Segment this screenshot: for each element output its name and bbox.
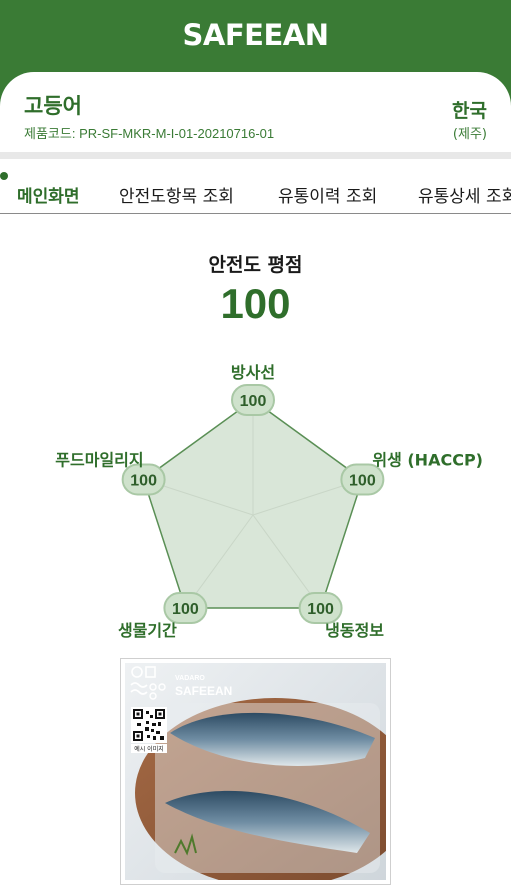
product-photo: VADARO SAFEEAN 예시 이미지 (125, 663, 386, 880)
product-code: 제품코드: PR-SF-MKR-M-I-01-20210716-01 (24, 126, 275, 141)
radar-value-label: 100 (307, 601, 334, 618)
active-tab-dot-icon (0, 172, 8, 180)
radar-axis-label: 푸드마일리지 (55, 450, 143, 469)
radar-value-label: 100 (130, 472, 157, 489)
radar-value-badge (231, 384, 275, 416)
radar-spoke (252, 514, 321, 609)
tab-bar: 메인화면 안전도항목 조회 유통이력 조회 유통상세 조회 (0, 168, 511, 214)
radar-spoke (185, 514, 254, 609)
radar-axis-label: 방사선 (231, 363, 275, 382)
mackerel-photo-illustration (135, 698, 386, 880)
photo-logo-small: VADARO (175, 675, 205, 682)
origin-country: 한국 (452, 100, 487, 122)
photo-logo-brand: SAFEEAN (175, 684, 233, 698)
brand-mark-icon (129, 665, 173, 705)
tab-distribution-history[interactable]: 유통이력 조회 (278, 187, 378, 207)
qr-caption: 예시 이미지 (131, 744, 167, 753)
radar-value-label: 100 (349, 472, 376, 489)
radar-axis-label: 냉동정보 (325, 621, 384, 640)
radar-value-badge (121, 463, 166, 496)
radar-axis-label: 생물기간 (118, 621, 177, 640)
tab-main[interactable]: 메인화면 (17, 187, 80, 207)
product-photo-frame: VADARO SAFEEAN 예시 이미지 (120, 658, 391, 885)
product-card (0, 72, 511, 158)
tab-distribution-detail[interactable]: 유통상세 조회 (418, 187, 511, 207)
radar-value-badge (298, 592, 343, 625)
qr-code-icon (131, 707, 167, 743)
fish-fillet-2 (165, 790, 370, 853)
origin-region: (제주) (452, 127, 487, 142)
tab-safety-items[interactable]: 안전도항목 조회 (119, 187, 234, 207)
herb-garnish (174, 833, 197, 856)
safety-score-value: 100 (220, 280, 291, 327)
product-name: 고등어 (24, 94, 82, 118)
brand-logo: SAFEEAN (182, 18, 329, 52)
radar-value-badge (163, 592, 208, 625)
radar-value-label: 100 (240, 393, 267, 410)
fish-fillet-1 (170, 712, 375, 766)
safety-score-title: 안전도 평점 (208, 254, 303, 276)
section-divider (0, 152, 511, 159)
radar-value-badge (340, 463, 385, 496)
radar-value-label: 100 (172, 601, 199, 618)
safety-radar-chart: 100 방사선 100 위생 (HACCP) 100 냉동정보 100 생물기간 100 푸드마일… (55, 363, 483, 640)
radar-axis-label: 위생 (HACCP) (372, 450, 483, 469)
